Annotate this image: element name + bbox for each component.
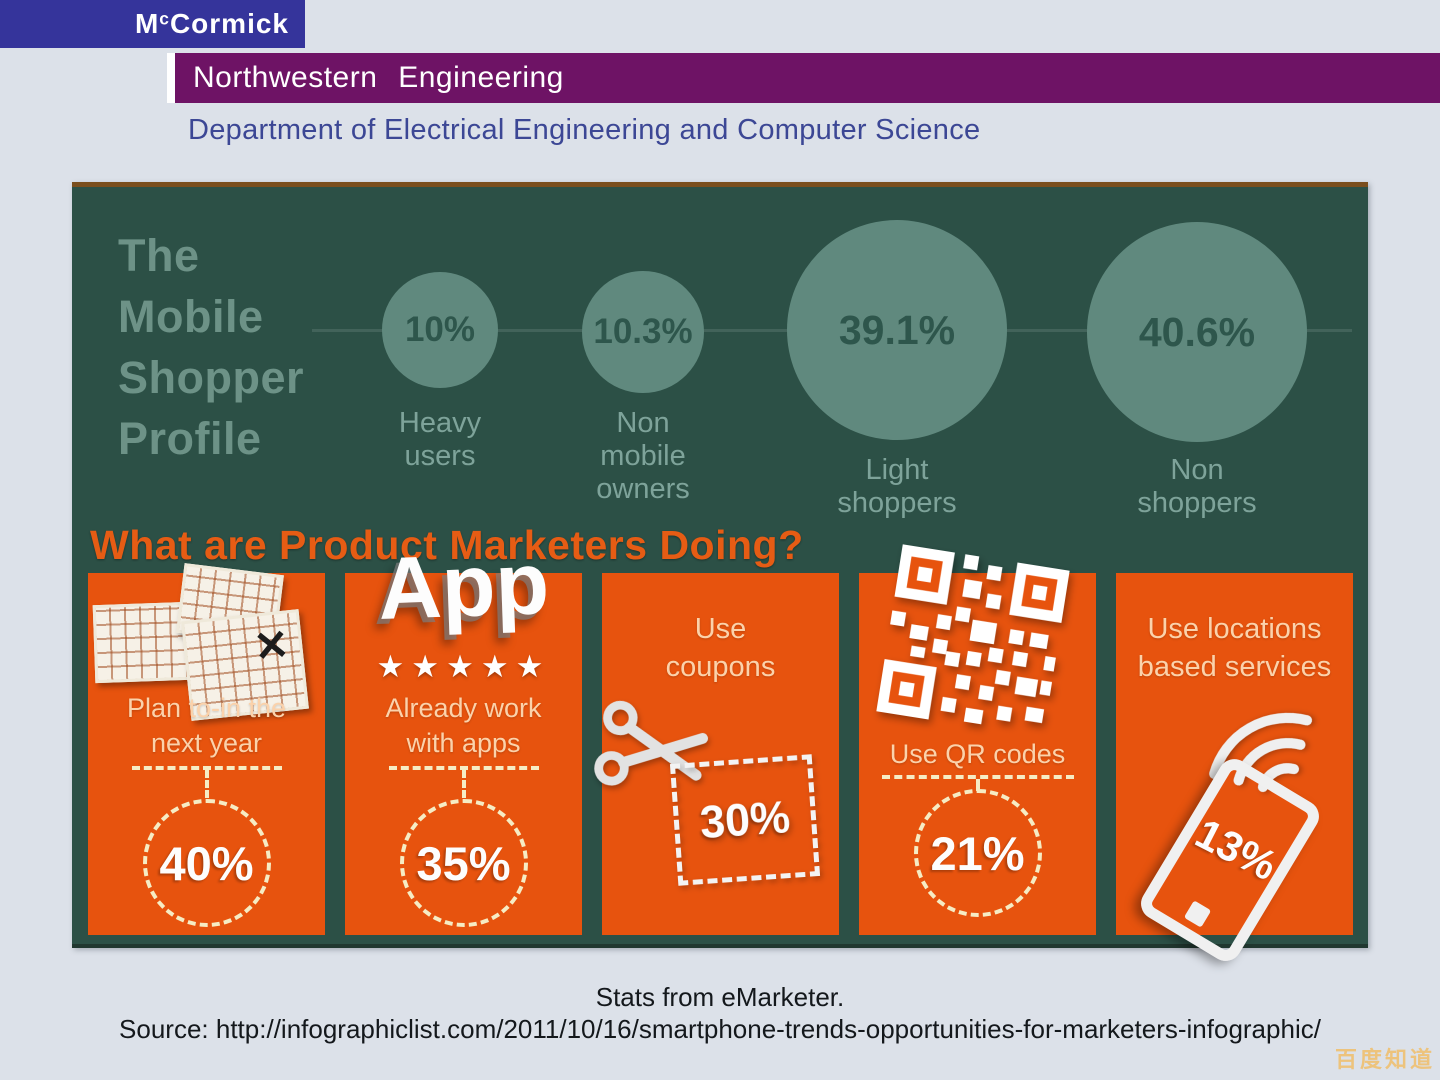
dashed-connector <box>345 766 582 798</box>
five-stars-icon: ★★★★★ <box>376 649 551 684</box>
card-label: Use locations based services <box>1137 613 1332 683</box>
segment-label-light-shoppers: Light shoppers <box>837 454 957 519</box>
segment-label-heavy-users: Heavy users <box>398 407 482 472</box>
bubble-non-mobile-owners: 10.3% <box>582 271 704 393</box>
northwestern-banner-bar: Northwestern Engineering <box>167 53 1440 103</box>
card-use-coupons: Use coupons 30% <box>594 573 839 935</box>
stats-caption: Stats from eMarketer. <box>595 982 845 1012</box>
logo-m: M <box>134 8 160 39</box>
banner-title: Northwestern Engineering <box>193 61 564 94</box>
bubble-light-shoppers: 39.1% <box>787 220 1007 440</box>
baidu-watermark: 百度知道 <box>1334 1047 1435 1072</box>
card-location-services: Use locations based services 13% <box>1116 573 1353 967</box>
scissors-icon <box>594 700 709 786</box>
mccormick-logo-bar: McCormick <box>0 0 305 48</box>
cross-mark-icon: ✕ <box>251 620 292 671</box>
source-caption: Source: http://infographiclist.com/2011/… <box>119 1014 1321 1044</box>
card-label: Use QR codes <box>889 739 1066 769</box>
logo-sup-c: c <box>159 8 170 29</box>
segment-label-non-shoppers: Non shoppers <box>1137 454 1257 519</box>
bubble-value: 10% <box>404 310 476 349</box>
card-use-qr-codes: Use QR codes 21% <box>859 544 1096 935</box>
department-title: Department of Electrical Engineering and… <box>188 114 981 146</box>
percent-badge: 35% <box>399 799 528 927</box>
marketer-action-cards: ✕ Plan to-in the next year 40% App ★★★★★… <box>88 533 1353 967</box>
card-label: Plan to-in the next year <box>126 693 287 758</box>
bubble-value: 40.6% <box>1138 308 1256 355</box>
infographic-title: The Mobile Shopper Profile <box>118 225 304 469</box>
dashed-connector <box>88 766 325 798</box>
title-line: Profile <box>118 413 262 464</box>
card-label: Already work with apps <box>385 693 542 758</box>
coupon-dashed-square: 30% <box>669 754 821 886</box>
segment-label-non-mobile-owners: Non mobile owners <box>596 407 690 505</box>
title-line: The <box>118 230 200 281</box>
title-line: Mobile <box>118 291 264 342</box>
logo-rest: Cormick <box>169 8 289 39</box>
qr-code-icon <box>876 544 1070 725</box>
percent-badge: 40% <box>142 799 271 927</box>
percent-badge: 21% <box>913 789 1042 917</box>
bubble-value: 39.1% <box>838 306 956 353</box>
dashed-connector <box>859 775 1096 791</box>
card-label: Use coupons <box>665 613 776 683</box>
title-line: Shopper <box>118 352 305 403</box>
app-word-icon: App <box>376 533 551 638</box>
phone-home-button <box>1183 900 1212 928</box>
card-plan-next-year: ✕ Plan to-in the next year 40% <box>88 563 325 935</box>
section-heading: What are Product Marketers Doing? <box>90 522 804 568</box>
mobile-shopper-infographic: The Mobile Shopper Profile 10% 10.3% 39.… <box>72 182 1368 967</box>
mccormick-logo: McCormick <box>135 8 289 40</box>
bubble-value: 10.3% <box>593 312 693 351</box>
bubble-non-shoppers: 40.6% <box>1087 222 1307 442</box>
wifi-waves-icon <box>1209 712 1313 793</box>
bubble-heavy-users: 10% <box>382 272 498 388</box>
card-work-with-apps: App ★★★★★ Already work with apps 35% <box>345 533 582 935</box>
